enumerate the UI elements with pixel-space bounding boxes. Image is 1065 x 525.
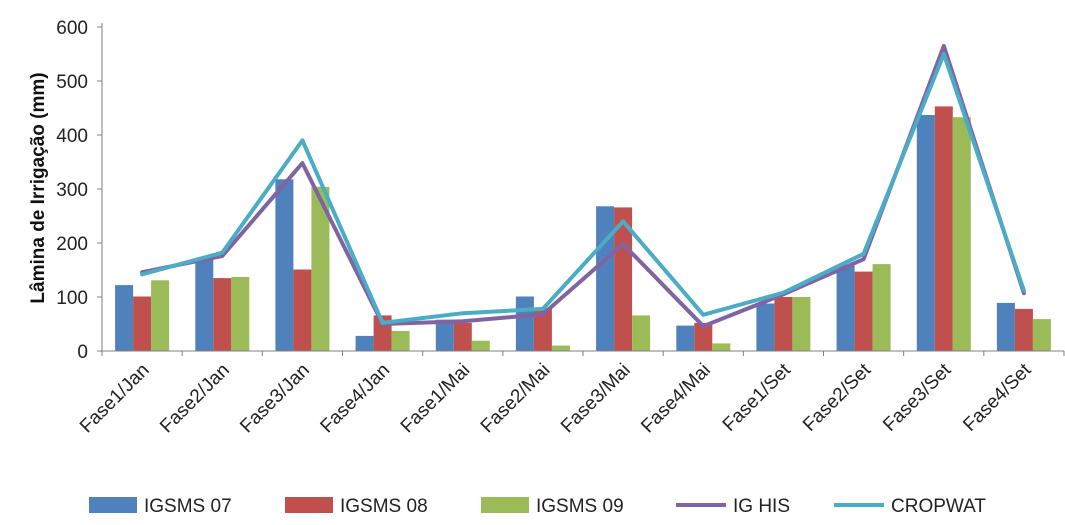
x-tick-label-7: Fase4/Mai	[637, 360, 715, 438]
bar-igsms-08-11	[1014, 308, 1033, 351]
bars-layer	[115, 106, 1051, 352]
bar-igsms-08-0	[133, 296, 152, 351]
bar-igsms-09-2	[311, 186, 330, 351]
line-cropwat	[140, 52, 1026, 325]
bar-igsms-07-0	[115, 285, 134, 351]
bar-igsms-08-8	[774, 297, 793, 351]
legend-label-igsms-08: IGSMS 08	[340, 496, 428, 517]
bar-igsms-09-9	[872, 264, 891, 351]
bar-igsms-07-10	[916, 115, 935, 351]
bar-igsms-08-5	[533, 307, 552, 351]
y-tick-labels: 0 100 200 300 400 500 600	[56, 18, 88, 363]
y-tick-label-0: 0	[77, 342, 88, 363]
y-tick-label-2: 200	[56, 234, 88, 255]
bar-igsms-08-6	[614, 207, 633, 351]
x-tick-label-10: Fase3/Set	[879, 359, 956, 436]
legend-swatch-igsms-08	[285, 497, 333, 513]
bar-igsms-08-9	[854, 271, 873, 351]
bar-igsms-07-9	[836, 264, 855, 351]
bar-igsms-09-10	[952, 117, 971, 351]
bar-igsms-09-3	[391, 331, 410, 351]
bar-igsms-09-1	[231, 277, 250, 351]
y-tick-label-4: 400	[56, 126, 88, 147]
x-tick-label-0: Fase1/Jan	[76, 360, 154, 438]
x-tick-label-11: Fase4/Set	[959, 359, 1036, 436]
x-tick-label-2: Fase3/Jan	[236, 360, 314, 438]
legend: IGSMS 07 IGSMS 08 IGSMS 09 IG HIS CROPWAT	[89, 496, 986, 517]
lines-layer	[140, 43, 1026, 329]
bar-igsms-09-7	[712, 343, 731, 351]
bar-igsms-07-7	[676, 325, 695, 351]
x-tick-label-3: Fase4/Jan	[317, 360, 395, 438]
x-tick-label-9: Fase2/Set	[799, 359, 876, 436]
x-tick-label-6: Fase3/Mai	[557, 360, 635, 438]
y-tick-label-1: 100	[56, 288, 88, 309]
x-tick-label-8: Fase1/Set	[719, 359, 796, 436]
bar-igsms-09-8	[792, 297, 811, 351]
bar-igsms-07-5	[515, 296, 534, 351]
x-tick-label-5: Fase2/Mai	[477, 360, 555, 438]
bar-igsms-09-0	[151, 280, 170, 351]
axes-layer	[97, 23, 1065, 356]
y-axis-title-group: Lâmina de Irrigação (mm)	[28, 72, 49, 303]
bar-igsms-08-4	[453, 322, 472, 351]
legend-swatch-igsms-09	[481, 497, 529, 513]
bar-igsms-07-3	[355, 335, 374, 351]
x-tick-label-4: Fase1/Mai	[397, 360, 475, 438]
y-tick-label-3: 300	[56, 180, 88, 201]
y-tick-label-6: 600	[56, 18, 88, 39]
y-tick-label-5: 500	[56, 72, 88, 93]
x-tick-labels: Fase1/Jan Fase2/Jan Fase3/Jan Fase4/Jan Fase…	[76, 359, 1036, 437]
bar-igsms-09-6	[632, 315, 651, 351]
bar-igsms-09-4	[471, 340, 490, 351]
legend-label-ig-his: IG HIS	[733, 496, 790, 517]
legend-label-igsms-09: IGSMS 09	[536, 496, 624, 517]
y-axis-title: Lâmina de Irrigação (mm)	[28, 72, 49, 303]
bar-igsms-07-2	[275, 179, 294, 351]
bar-igsms-07-6	[596, 206, 615, 351]
bar-igsms-09-5	[551, 345, 570, 351]
legend-label-cropwat: CROPWAT	[891, 496, 986, 517]
legend-label-igsms-07: IGSMS 07	[144, 496, 232, 517]
bar-igsms-07-11	[996, 302, 1015, 351]
bar-igsms-08-7	[694, 322, 713, 351]
bar-igsms-08-2	[293, 269, 312, 351]
x-tick-label-1: Fase2/Jan	[156, 360, 234, 438]
bar-igsms-07-4	[435, 319, 454, 351]
bar-igsms-09-11	[1032, 319, 1051, 351]
bar-igsms-07-8	[756, 303, 775, 351]
bar-igsms-08-1	[213, 278, 232, 351]
legend-swatch-igsms-07	[89, 497, 137, 513]
bar-igsms-08-10	[934, 106, 953, 352]
bar-igsms-07-1	[195, 258, 214, 351]
